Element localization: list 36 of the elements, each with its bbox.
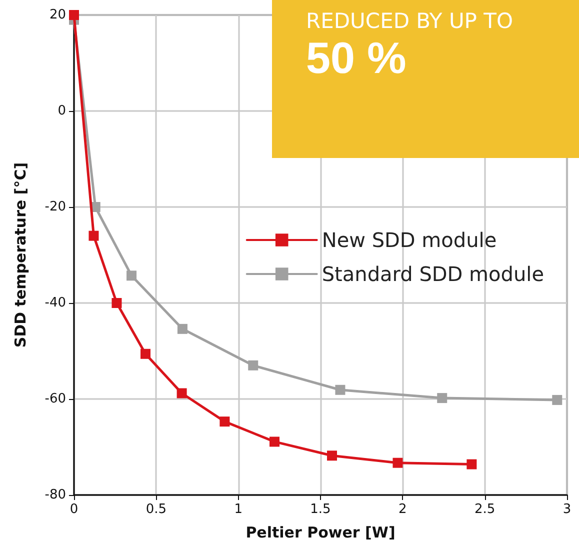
- legend-label: Standard SDD module: [322, 262, 544, 286]
- point: [437, 393, 448, 404]
- x-tick-label: 0.5: [146, 502, 167, 517]
- legend-label: New SDD module: [322, 228, 497, 252]
- banner: REDUCED BY UP TO 50 %: [272, 0, 579, 158]
- y-tick-label: 20: [49, 8, 66, 22]
- x-tick-label: 1: [234, 502, 242, 517]
- y-tick-label: -20: [44, 200, 66, 214]
- annotation: REDUCED BY UP TO: [306, 8, 514, 34]
- point: [176, 388, 187, 398]
- point: [335, 384, 346, 395]
- x-axis-title: Peltier Power [W]: [246, 524, 396, 542]
- point: [248, 360, 258, 370]
- point: [112, 298, 122, 308]
- point: [69, 10, 79, 20]
- point: [220, 416, 230, 427]
- point: [88, 230, 99, 241]
- y-tick-label: -60: [44, 392, 66, 406]
- x-tick-label: 0: [70, 502, 78, 517]
- point: [552, 394, 562, 405]
- point: [392, 458, 403, 468]
- x-tick-label: 2: [398, 502, 407, 517]
- x-tick-label: 2.5: [474, 502, 496, 517]
- point: [126, 270, 137, 281]
- x-tick-label: 1.5: [310, 502, 331, 517]
- x-tick-label: 3: [562, 502, 572, 517]
- point: [466, 459, 477, 470]
- y-tick-label: 0: [58, 104, 66, 118]
- point: [327, 450, 338, 461]
- y-tick-label: -80: [44, 488, 66, 502]
- point: [140, 348, 150, 359]
- point: [269, 436, 280, 447]
- y-tick-label: -40: [44, 296, 66, 310]
- annotation: 50 %: [306, 34, 408, 84]
- y-axis-title: SDD temperature [°C]: [12, 162, 30, 348]
- point: [177, 324, 188, 334]
